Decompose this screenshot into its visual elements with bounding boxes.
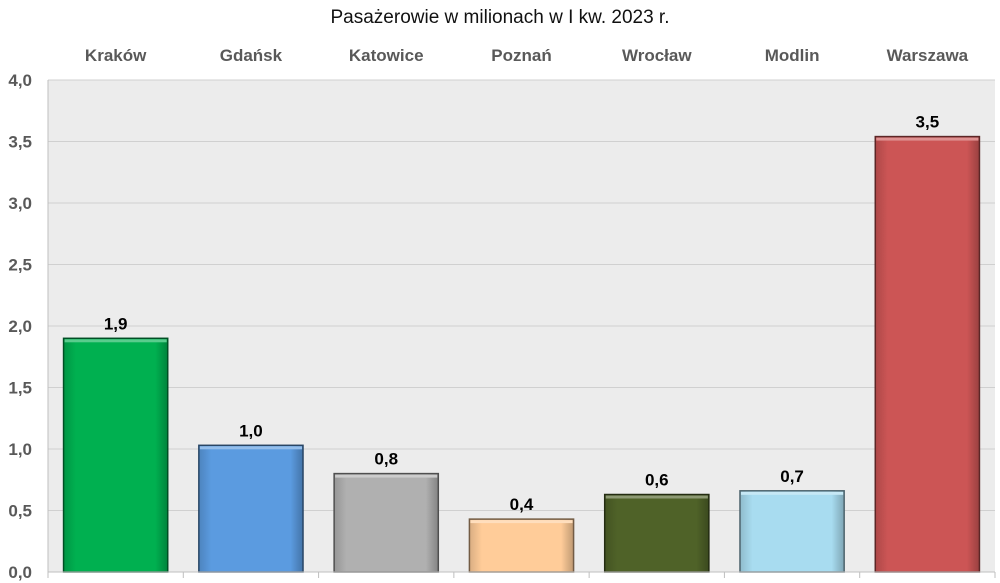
bar-highlight (470, 520, 573, 524)
y-tick-label: 0,0 (8, 563, 32, 582)
y-tick-label: 0,5 (8, 502, 32, 521)
bar (603, 493, 710, 573)
data-label: 3,5 (916, 113, 940, 132)
data-labels: 1,9 1,0 0,8 0,4 0,6 0,7 3,5 (104, 113, 939, 515)
y-tick-label: 3,0 (8, 194, 32, 213)
bar-highlight (605, 495, 708, 499)
category-label: Gdańsk (220, 46, 283, 65)
y-tick-label: 2,0 (8, 317, 32, 336)
bar (739, 490, 845, 573)
y-axis-ticks: 0,0 0,5 1,0 1,5 2,0 2,5 3,0 3,5 4,0 (8, 71, 32, 582)
bar (468, 518, 575, 573)
data-label: 1,9 (104, 314, 128, 333)
bar-highlight (876, 137, 979, 141)
bar-highlight (335, 474, 438, 478)
bar (62, 337, 169, 573)
category-label: Warszawa (887, 46, 969, 65)
bar-highlight (199, 446, 303, 450)
y-tick-label: 4,0 (8, 71, 32, 90)
data-label: 1,0 (239, 421, 263, 440)
chart-title: Pasażerowie w milionach w I kw. 2023 r. (331, 7, 670, 28)
category-label: Poznań (491, 46, 551, 65)
bar (198, 444, 304, 573)
data-label: 0,7 (780, 467, 804, 486)
bar-highlight (740, 491, 844, 495)
category-label: Kraków (85, 46, 147, 65)
category-label: Wrocław (622, 46, 692, 65)
category-label: Katowice (349, 46, 424, 65)
bar (333, 472, 440, 573)
bar (874, 135, 981, 573)
x-axis-ticks (47, 572, 996, 578)
data-label: 0,4 (510, 495, 534, 514)
y-tick-label: 1,0 (8, 440, 32, 459)
category-label: Modlin (765, 46, 820, 65)
y-tick-label: 1,5 (8, 379, 32, 398)
bar-highlight (64, 339, 167, 343)
y-tick-label: 3,5 (8, 133, 32, 152)
data-label: 0,6 (645, 471, 669, 490)
category-labels: Kraków Gdańsk Katowice Poznań Wrocław Modlin W… (85, 46, 969, 65)
y-tick-label: 2,5 (8, 256, 32, 275)
bars (62, 135, 981, 573)
data-label: 0,8 (374, 450, 398, 469)
